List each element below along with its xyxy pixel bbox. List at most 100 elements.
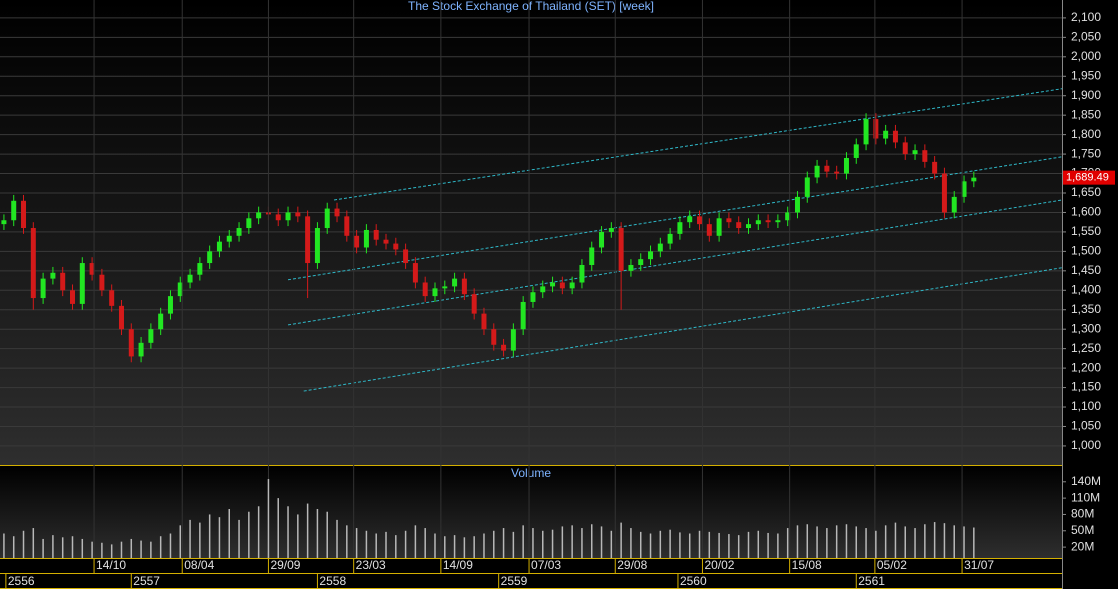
y-tick-label: 1,500 <box>1071 244 1101 258</box>
volume-bar <box>365 530 368 558</box>
last-price-box <box>1063 170 1115 185</box>
candle-body <box>305 216 311 264</box>
year-label: 2556 <box>8 574 35 588</box>
volume-bar <box>444 536 446 558</box>
candle-body <box>295 212 301 217</box>
y-tick-label: 2,000 <box>1071 49 1101 63</box>
candle-body <box>452 278 458 287</box>
trendline <box>287 156 1062 281</box>
candle-body <box>824 165 830 172</box>
volume-bar <box>718 532 720 558</box>
volume-bar <box>816 526 818 558</box>
candle-body <box>412 263 418 283</box>
volume-bar <box>306 503 309 558</box>
candle-body <box>138 342 144 357</box>
y-tick-label: 1,200 <box>1071 360 1101 374</box>
x-tick-label: 29/09 <box>270 558 300 572</box>
volume-bar <box>267 479 270 558</box>
volume-bar <box>297 514 299 558</box>
candle-body <box>648 251 654 260</box>
candle-body <box>442 286 448 289</box>
y-tick-label: 1,050 <box>1071 419 1101 433</box>
y-tick-label: 1,250 <box>1071 341 1101 355</box>
y-tick-label: 80M <box>1071 507 1094 521</box>
volume-bar <box>228 509 231 558</box>
candle-body <box>21 200 27 229</box>
candle-body <box>11 200 17 221</box>
volume-bar <box>826 528 828 558</box>
candle-body <box>628 264 634 271</box>
candle-body <box>246 218 252 229</box>
candle-body <box>559 282 565 289</box>
candle-body <box>403 249 409 264</box>
y-tick-label: 1,650 <box>1071 185 1101 199</box>
y-tick-label: 1,100 <box>1071 399 1101 413</box>
volume-bar <box>963 526 965 558</box>
candle-body <box>187 274 193 283</box>
volume-bar <box>199 522 201 558</box>
y-tick-label: 140M <box>1071 474 1101 488</box>
candle-body <box>167 296 173 314</box>
candle-body <box>520 301 526 330</box>
candle-body <box>706 224 712 236</box>
volume-bar <box>835 525 838 558</box>
volume-bar <box>894 522 897 558</box>
candle-body <box>1 220 7 225</box>
candle-body <box>657 243 663 252</box>
volume-bar <box>71 536 74 558</box>
year-label: 2559 <box>501 574 528 588</box>
volume-bar <box>796 525 799 558</box>
volume-bar <box>277 498 279 558</box>
candle-body <box>971 177 977 182</box>
price-panel <box>0 0 1062 465</box>
candle-body <box>765 220 771 223</box>
trendline <box>287 199 1062 326</box>
candle-body <box>608 228 614 232</box>
y-tick-label: 1,850 <box>1071 107 1101 121</box>
volume-bar <box>875 530 877 558</box>
volume-bar <box>973 527 975 558</box>
volume-bar <box>355 528 358 558</box>
volume-bar <box>688 533 691 558</box>
last-price-label: 1,689.49 <box>1066 172 1109 184</box>
candle-body <box>99 274 105 291</box>
volume-bar <box>483 533 485 558</box>
candle-body <box>432 288 438 297</box>
volume-bar <box>737 535 740 558</box>
volume-bar <box>248 511 250 558</box>
volume-bar <box>884 525 887 558</box>
volume-bar <box>179 525 182 558</box>
x-tick-label: 05/02 <box>877 558 907 572</box>
volume-bar <box>620 522 622 558</box>
volume-bar <box>532 528 534 558</box>
candle-body <box>373 229 379 240</box>
volume-bar <box>659 530 662 558</box>
y-tick-label: 1,900 <box>1071 88 1101 102</box>
candle-body <box>863 119 869 145</box>
volume-bar <box>581 528 583 558</box>
y-tick-label: 1,300 <box>1071 321 1101 335</box>
volume-bar <box>91 541 93 558</box>
volume-bar <box>943 523 946 558</box>
x-tick-label: 08/04 <box>184 558 214 572</box>
y-tick-label: 1,450 <box>1071 263 1101 277</box>
candle-body <box>79 263 85 304</box>
volume-bar <box>845 524 848 558</box>
volume-bar <box>473 536 475 558</box>
volume-bar <box>914 528 916 558</box>
volume-bar <box>414 525 417 558</box>
candle-body <box>902 142 908 155</box>
candle-body <box>922 150 928 162</box>
volume-bar <box>493 530 495 558</box>
volume-bar <box>189 519 191 558</box>
candle-body <box>785 212 791 221</box>
candle-body <box>501 344 507 351</box>
candle-body <box>324 208 330 229</box>
volume-bar <box>257 506 260 558</box>
volume-bar <box>669 529 671 558</box>
volume-bar <box>424 528 426 558</box>
volume-bar <box>512 531 515 558</box>
volume-bar <box>600 526 603 558</box>
candle-body <box>30 228 36 299</box>
candle-body <box>236 228 242 236</box>
